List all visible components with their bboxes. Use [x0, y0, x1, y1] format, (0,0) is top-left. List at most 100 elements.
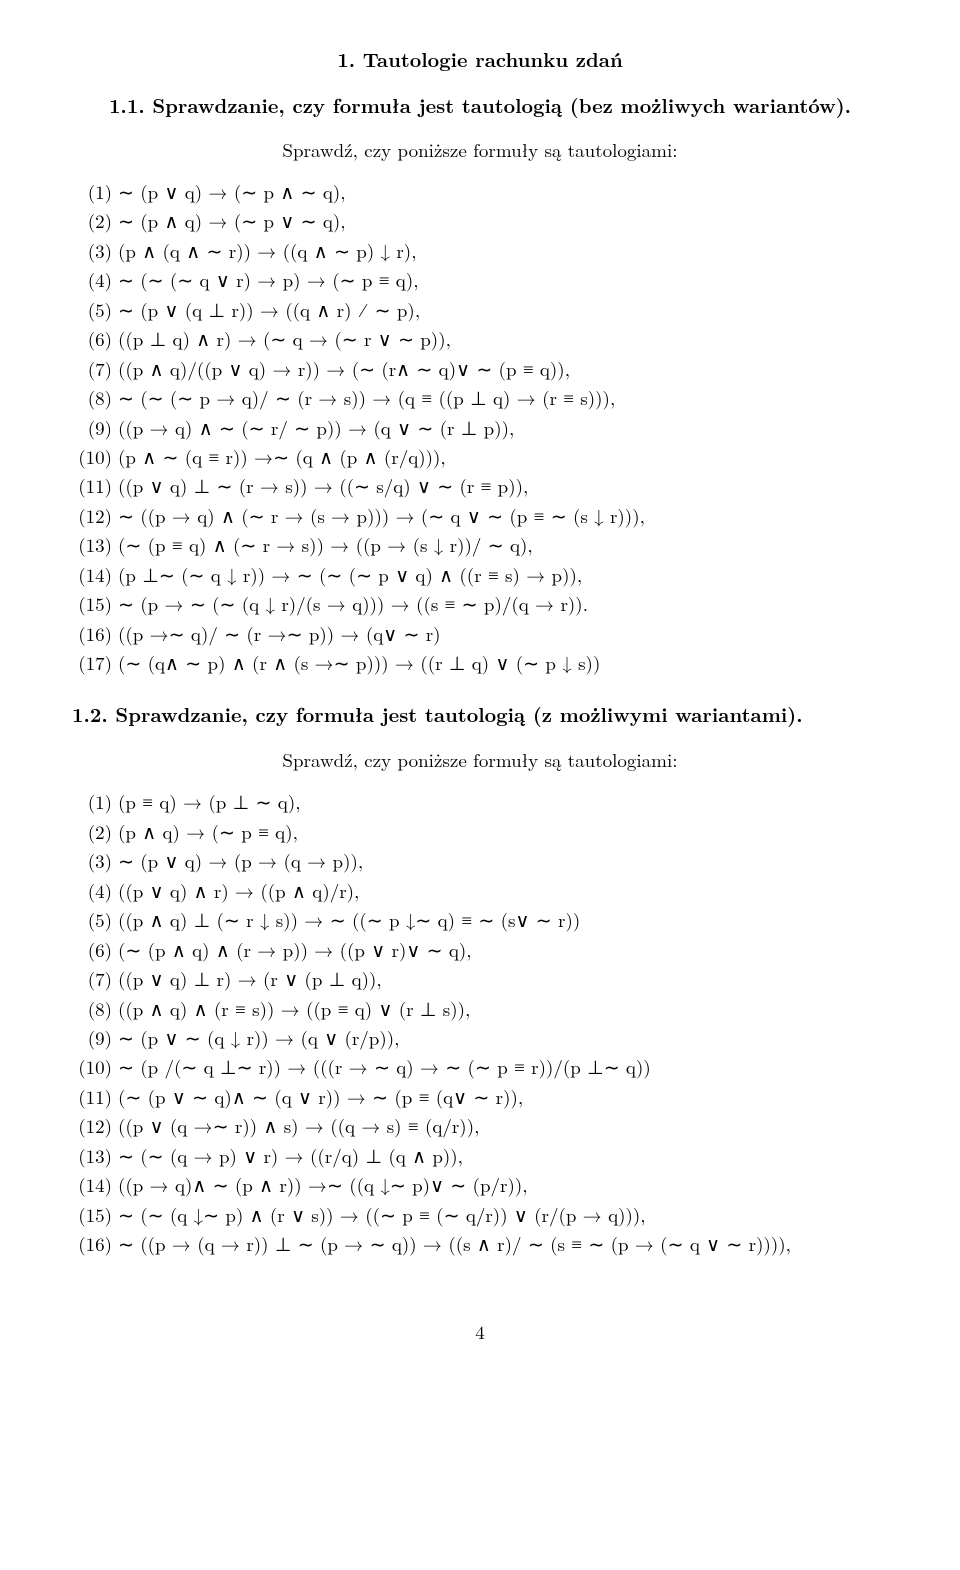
formula-number: (12) [72, 1111, 118, 1140]
formula-row: (14)(p ⊥∼ (∼ q ↓ r)) → ∼ (∼ (∼ p ∨ q) ∧ … [72, 560, 888, 589]
formula-body: (p ∧ ∼ (q ≡ r)) →∼ (q ∧ (p ∧ (r/q))), [118, 442, 888, 471]
formula-row: (11)((p ∨ q) ⊥ ∼ (r → s)) → ((∼ s/q) ∨ ∼… [72, 471, 888, 500]
formula-row: (3)(p ∧ (q ∧ ∼ r)) → ((q ∧ ∼ p) ↓ r), [72, 236, 888, 265]
formula-number: (12) [72, 501, 118, 530]
formula-row: (8)((p ∧ q) ∧ (r ≡ s)) → ((p ≡ q) ∨ (r ⊥… [72, 994, 888, 1023]
formula-row: (8)∼ (∼ (∼ p → q)/ ∼ (r → s)) → (q ≡ ((p… [72, 383, 888, 412]
formula-body: (p ≡ q) → (p ⊥ ∼ q), [118, 787, 888, 816]
formula-row: (12)∼ ((p → q) ∧ (∼ r → (s → p))) → (∼ q… [72, 501, 888, 530]
formula-body: ((p ⊥ q) ∧ r) → (∼ q → (∼ r ∨ ∼ p)), [118, 324, 888, 353]
formula-row: (5)∼ (p ∨ (q ⊥ r)) → ((q ∧ r) ⁄ ∼ p), [72, 295, 888, 324]
formula-number: (3) [72, 236, 118, 265]
formula-body: ∼ (p ∧ q) → (∼ p ∨ ∼ q), [118, 206, 888, 235]
formula-number: (9) [72, 413, 118, 442]
formula-row: (16)∼ ((p → (q → r)) ⊥ ∼ (p → ∼ q)) → ((… [72, 1229, 888, 1258]
formula-body: (∼ (p ∨ ∼ q)∧ ∼ (q ∨ r)) → ∼ (p ≡ (q∨ ∼ … [118, 1082, 888, 1111]
formula-number: (11) [72, 471, 118, 500]
formula-number: (5) [72, 295, 118, 324]
formula-row: (7)((p ∧ q)/((p ∨ q) → r)) → (∼ (r∧ ∼ q)… [72, 354, 888, 383]
formula-body: ∼ ((p → q) ∧ (∼ r → (s → p))) → (∼ q ∨ ∼… [118, 501, 888, 530]
formula-number: (2) [72, 206, 118, 235]
formula-number: (14) [72, 560, 118, 589]
formula-row: (13)(∼ (p ≡ q) ∧ (∼ r → s)) → ((p → (s ↓… [72, 530, 888, 559]
formula-row: (3)∼ (p ∨ q) → (p → (q → p)), [72, 846, 888, 875]
formula-number: (11) [72, 1082, 118, 1111]
formula-number: (7) [72, 354, 118, 383]
formula-body: ∼ (p → ∼ (∼ (q ↓ r)/(s → q))) → ((s ≡ ∼ … [118, 589, 888, 618]
formula-body: (p ⊥∼ (∼ q ↓ r)) → ∼ (∼ (∼ p ∨ q) ∧ ((r … [118, 560, 888, 589]
section-1-heading: 1.1. Sprawdzanie, czy formuła jest tauto… [72, 91, 888, 118]
formula-number: (9) [72, 1023, 118, 1052]
formula-row: (1)∼ (p ∨ q) → (∼ p ∧ ∼ q), [72, 177, 888, 206]
formula-number: (4) [72, 876, 118, 905]
formula-body: ∼ (p ∨ q) → (∼ p ∧ ∼ q), [118, 177, 888, 206]
formula-row: (11)(∼ (p ∨ ∼ q)∧ ∼ (q ∨ r)) → ∼ (p ≡ (q… [72, 1082, 888, 1111]
formula-row: (15)∼ (∼ (q ↓∼ p) ∧ (r ∨ s)) → ((∼ p ≡ (… [72, 1200, 888, 1229]
section-1-intro: Sprawdź, czy poniższe formuły są tautolo… [72, 136, 888, 163]
formula-row: (14)((p → q)∧ ∼ (p ∧ r)) →∼ ((q ↓∼ p)∨ ∼… [72, 1170, 888, 1199]
formula-body: ∼ (p ∨ (q ⊥ r)) → ((q ∧ r) ⁄ ∼ p), [118, 295, 888, 324]
formula-body: ∼ (p /(∼ q ⊥∼ r)) → (((r → ∼ q) → ∼ (∼ p… [118, 1052, 888, 1081]
formula-body: ((p ∧ q) ⊥ (∼ r ↓ s)) → ∼ ((∼ p ↓∼ q) ≡ … [118, 905, 888, 934]
formula-body: ∼ (∼ (q → p) ∨ r) → ((r/q) ⊥ (q ∧ p)), [118, 1141, 888, 1170]
formula-row: (7)((p ∨ q) ⊥ r) → (r ∨ (p ⊥ q)), [72, 964, 888, 993]
formula-body: ((p ∨ q) ⊥ ∼ (r → s)) → ((∼ s/q) ∨ ∼ (r … [118, 471, 888, 500]
formula-number: (10) [72, 1052, 118, 1081]
formula-number: (3) [72, 846, 118, 875]
formula-row: (12)((p ∨ (q →∼ r)) ∧ s) → ((q → s) ≡ (q… [72, 1111, 888, 1140]
formula-row: (17)(∼ (q∧ ∼ p) ∧ (r ∧ (s →∼ p))) → ((r … [72, 648, 888, 677]
formula-number: (6) [72, 935, 118, 964]
section-2-intro: Sprawdź, czy poniższe formuły są tautolo… [72, 746, 888, 773]
formula-number: (13) [72, 1141, 118, 1170]
formula-body: ∼ (p ∨ q) → (p → (q → p)), [118, 846, 888, 875]
formula-body: ((p → q)∧ ∼ (p ∧ r)) →∼ ((q ↓∼ p)∨ ∼ (p/… [118, 1170, 888, 1199]
formula-body: (p ∧ (q ∧ ∼ r)) → ((q ∧ ∼ p) ↓ r), [118, 236, 888, 265]
formula-body: ∼ (∼ (∼ p → q)/ ∼ (r → s)) → (q ≡ ((p ⊥ … [118, 383, 888, 412]
formula-number: (15) [72, 1200, 118, 1229]
section-1-formula-list: (1)∼ (p ∨ q) → (∼ p ∧ ∼ q),(2)∼ (p ∧ q) … [72, 177, 888, 677]
formula-body: ((p ∨ q) ⊥ r) → (r ∨ (p ⊥ q)), [118, 964, 888, 993]
formula-row: (16)((p →∼ q)/ ∼ (r →∼ p)) → (q∨ ∼ r) [72, 619, 888, 648]
main-heading: 1. Tautologie rachunku zdań [72, 44, 888, 73]
formula-number: (10) [72, 442, 118, 471]
formula-number: (7) [72, 964, 118, 993]
formula-body: ∼ (∼ (∼ q ∨ r) → p) → (∼ p ≡ q), [118, 265, 888, 294]
formula-number: (5) [72, 905, 118, 934]
formula-row: (6)(∼ (p ∧ q) ∧ (r → p)) → ((p ∨ r)∨ ∼ q… [72, 935, 888, 964]
formula-row: (10)(p ∧ ∼ (q ≡ r)) →∼ (q ∧ (p ∧ (r/q)))… [72, 442, 888, 471]
formula-number: (13) [72, 530, 118, 559]
formula-body: ∼ (p ∨ ∼ (q ↓ r)) → (q ∨ (r/p)), [118, 1023, 888, 1052]
formula-row: (4)∼ (∼ (∼ q ∨ r) → p) → (∼ p ≡ q), [72, 265, 888, 294]
formula-number: (14) [72, 1170, 118, 1199]
formula-row: (2)∼ (p ∧ q) → (∼ p ∨ ∼ q), [72, 206, 888, 235]
formula-body: ((p →∼ q)/ ∼ (r →∼ p)) → (q∨ ∼ r) [118, 619, 888, 648]
formula-row: (15)∼ (p → ∼ (∼ (q ↓ r)/(s → q))) → ((s … [72, 589, 888, 618]
formula-row: (5)((p ∧ q) ⊥ (∼ r ↓ s)) → ∼ ((∼ p ↓∼ q)… [72, 905, 888, 934]
formula-row: (9)∼ (p ∨ ∼ (q ↓ r)) → (q ∨ (r/p)), [72, 1023, 888, 1052]
formula-body: (p ∧ q) → (∼ p ≡ q), [118, 817, 888, 846]
formula-row: (2)(p ∧ q) → (∼ p ≡ q), [72, 817, 888, 846]
formula-number: (1) [72, 787, 118, 816]
formula-number: (16) [72, 1229, 118, 1258]
formula-body: (∼ (p ∧ q) ∧ (r → p)) → ((p ∨ r)∨ ∼ q), [118, 935, 888, 964]
formula-row: (1)(p ≡ q) → (p ⊥ ∼ q), [72, 787, 888, 816]
formula-row: (13)∼ (∼ (q → p) ∨ r) → ((r/q) ⊥ (q ∧ p)… [72, 1141, 888, 1170]
formula-number: (6) [72, 324, 118, 353]
formula-row: (4)((p ∨ q) ∧ r) → ((p ∧ q)/r), [72, 876, 888, 905]
formula-body: ((p ∨ (q →∼ r)) ∧ s) → ((q → s) ≡ (q/r))… [118, 1111, 888, 1140]
formula-row: (10)∼ (p /(∼ q ⊥∼ r)) → (((r → ∼ q) → ∼ … [72, 1052, 888, 1081]
formula-number: (17) [72, 648, 118, 677]
formula-body: ((p ∧ q)/((p ∨ q) → r)) → (∼ (r∧ ∼ q)∨ ∼… [118, 354, 888, 383]
formula-body: ∼ (∼ (q ↓∼ p) ∧ (r ∨ s)) → ((∼ p ≡ (∼ q/… [118, 1200, 888, 1229]
formula-number: (15) [72, 589, 118, 618]
formula-body: ((p ∧ q) ∧ (r ≡ s)) → ((p ≡ q) ∨ (r ⊥ s)… [118, 994, 888, 1023]
formula-body: ((p → q) ∧ ∼ (∼ r/ ∼ p)) → (q ∨ ∼ (r ⊥ p… [118, 413, 888, 442]
formula-number: (8) [72, 994, 118, 1023]
section-2-formula-list: (1)(p ≡ q) → (p ⊥ ∼ q),(2)(p ∧ q) → (∼ p… [72, 787, 888, 1258]
section-2-heading: 1.2. Sprawdzanie, czy formuła jest tauto… [72, 699, 888, 728]
formula-number: (1) [72, 177, 118, 206]
formula-row: (9)((p → q) ∧ ∼ (∼ r/ ∼ p)) → (q ∨ ∼ (r … [72, 413, 888, 442]
formula-body: ((p ∨ q) ∧ r) → ((p ∧ q)/r), [118, 876, 888, 905]
page-number: 4 [72, 1318, 888, 1345]
formula-body: (∼ (p ≡ q) ∧ (∼ r → s)) → ((p → (s ↓ r))… [118, 530, 888, 559]
